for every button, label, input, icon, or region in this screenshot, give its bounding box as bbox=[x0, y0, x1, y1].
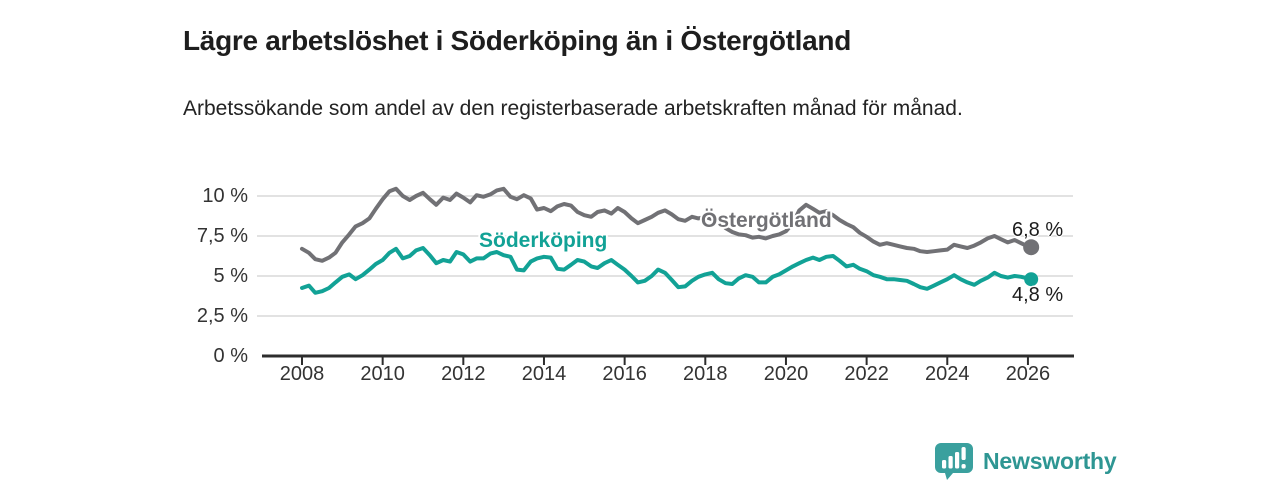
y-axis-label: 2,5 % bbox=[196, 305, 248, 327]
y-axis-label: 5 % bbox=[213, 265, 248, 287]
x-axis-label: 2014 bbox=[521, 363, 567, 385]
end-dot-soderkoping bbox=[1024, 272, 1039, 287]
x-axis-label: 2018 bbox=[683, 363, 728, 385]
x-axis-label: 2008 bbox=[279, 363, 325, 385]
y-axis-label: 10 % bbox=[202, 185, 248, 207]
series-lines bbox=[300, 186, 1034, 295]
page-title: Lägre arbetslöshet i Söderköping än i Ös… bbox=[183, 24, 852, 56]
line-soderkoping bbox=[300, 246, 1034, 295]
x-axis-label: 2016 bbox=[602, 363, 647, 385]
x-axis-label: 2024 bbox=[925, 363, 970, 385]
gridlines bbox=[257, 195, 1073, 317]
x-axis-label: 2020 bbox=[763, 363, 809, 385]
line-ostergotland bbox=[300, 186, 1034, 263]
y-axis-label: 7,5 % bbox=[196, 225, 248, 247]
speech-bubble-shape bbox=[935, 443, 973, 480]
x-axis-label: 2010 bbox=[360, 363, 405, 385]
x-axis bbox=[262, 354, 1074, 365]
newsworthy-logo-icon bbox=[935, 443, 973, 480]
series-end-dots bbox=[1023, 239, 1040, 287]
series-label-ostergotland: Östergötland bbox=[701, 209, 832, 232]
newsworthy-logo[interactable]: Newsworthy bbox=[934, 441, 1117, 480]
y-axis-label: 0 % bbox=[213, 345, 248, 367]
chart-subtitle: Arbetssökande som andel av den registerb… bbox=[183, 97, 963, 120]
x-axis-label: 2022 bbox=[844, 363, 889, 385]
x-axis-label: 2012 bbox=[441, 363, 486, 385]
newsworthy-logo-text: Newsworthy bbox=[983, 447, 1117, 474]
end-dot-ostergotland bbox=[1023, 239, 1040, 256]
end-value-label-soderkoping: 4,8 % bbox=[1012, 284, 1064, 306]
series-label-soderkoping: Söderköping bbox=[479, 229, 608, 252]
x-axis-label: 2026 bbox=[1005, 363, 1051, 385]
end-value-label-ostergotland: 6,8 % bbox=[1012, 219, 1064, 241]
